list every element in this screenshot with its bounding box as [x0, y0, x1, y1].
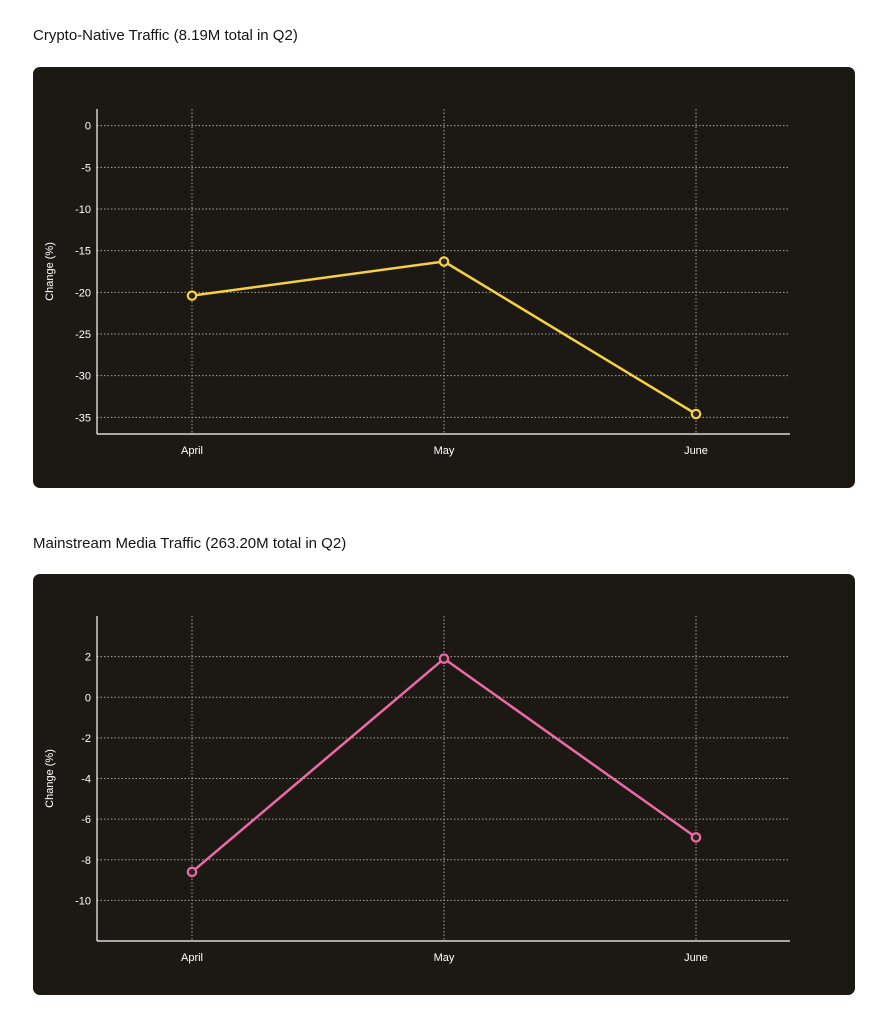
x-tick-label-may: May — [434, 445, 455, 457]
line-chart-crypto-native: 0 -5 -10 -15 -20 -25 -30 -35 April May June Change … — [44, 109, 790, 457]
data-point-april[interactable] — [186, 290, 198, 301]
y-tick-label: 0 — [85, 121, 91, 133]
data-point-april[interactable] — [186, 866, 198, 878]
y-tick-label: 0 — [85, 692, 91, 704]
y-axis-title: Change (%) — [44, 242, 56, 301]
data-point-may[interactable] — [438, 256, 450, 267]
x-tick-label-june: June — [684, 445, 708, 457]
y-tick-label: -10 — [75, 895, 91, 907]
data-point-june[interactable] — [690, 832, 702, 843]
line-chart-mainstream-media: 2 0 -2 -4 -6 -8 -10 April May June Change (%) — [44, 616, 790, 964]
x-tick-label-april: April — [181, 445, 203, 457]
data-point-june[interactable] — [690, 408, 702, 420]
y-axis-title: Change (%) — [44, 749, 56, 808]
x-tick-label-april: April — [181, 952, 203, 964]
x-tick-label-june: June — [684, 952, 708, 964]
y-tick-label: -10 — [75, 204, 91, 216]
y-tick-label: -5 — [81, 162, 91, 174]
y-tick-label: -8 — [81, 855, 91, 867]
chart-title-crypto-native: Crypto-Native Traffic (8.19M total in Q2… — [33, 27, 298, 44]
y-tick-label: -4 — [81, 774, 91, 786]
y-tick-label: -2 — [81, 733, 91, 745]
data-point-may[interactable] — [438, 653, 450, 664]
chart-panel-crypto-native: 0 -5 -10 -15 -20 -25 -30 -35 April May June Change … — [33, 67, 855, 488]
y-tick-label: -15 — [75, 246, 91, 258]
y-tick-label: -30 — [75, 371, 91, 383]
y-tick-label: -35 — [75, 412, 91, 424]
x-tick-label-may: May — [434, 952, 455, 964]
y-tick-label: -6 — [81, 814, 91, 826]
y-tick-label: -20 — [75, 287, 91, 299]
chart-title-mainstream-media: Mainstream Media Traffic (263.20M total … — [33, 535, 347, 552]
chart-panel-mainstream-media: 2 0 -2 -4 -6 -8 -10 April May June Change (%) — [33, 574, 855, 995]
y-tick-label: 2 — [85, 652, 91, 664]
y-tick-label: -25 — [75, 329, 91, 341]
